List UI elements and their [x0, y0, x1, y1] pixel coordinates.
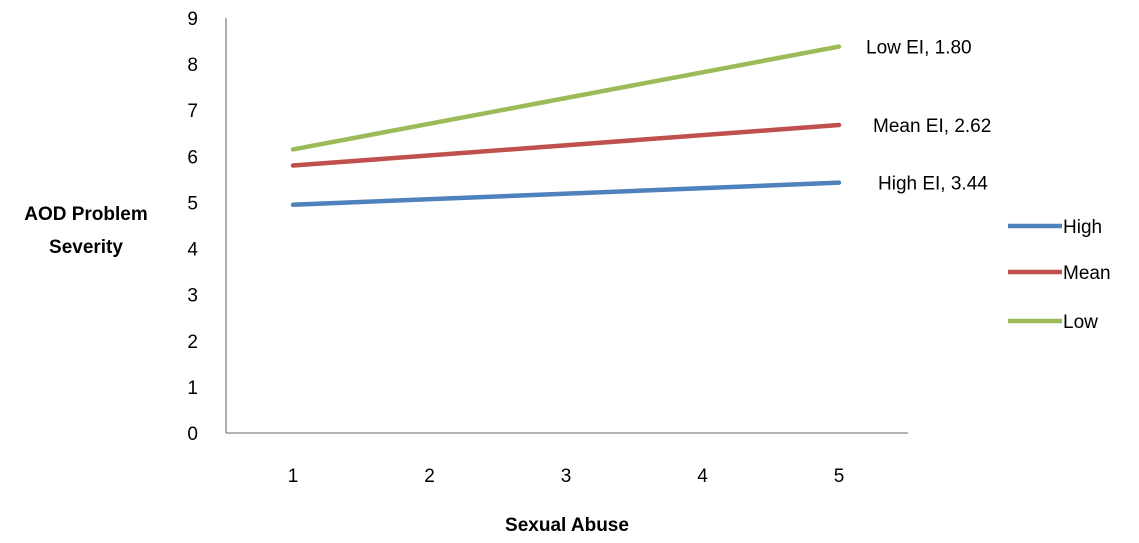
- x-tick-label: 3: [561, 466, 572, 487]
- y-axis-title-line-1: AOD Problem: [24, 204, 148, 225]
- annotation-mean: Mean EI, 2.62: [873, 116, 991, 137]
- series-lines: [290, 44, 842, 207]
- y-axis-title: AOD Problem Severity: [24, 204, 148, 258]
- legend: High Mean Low: [1008, 217, 1111, 333]
- y-tick-label: 0: [187, 424, 198, 445]
- series-line-mean: [290, 122, 842, 168]
- x-tick-label: 4: [697, 466, 708, 487]
- y-tick-labels: 0 1 2 3 4 5 6 7 8 9: [187, 9, 198, 445]
- y-tick-label: 7: [187, 101, 198, 122]
- y-tick-label: 9: [187, 9, 198, 30]
- series-annotations: High EI, 3.44 Mean EI, 2.62 Low EI, 1.80: [866, 38, 991, 195]
- axes: [225, 18, 908, 434]
- annotation-high: High EI, 3.44: [878, 174, 988, 195]
- x-tick-labels: 1 2 3 4 5: [288, 466, 845, 487]
- series-line-high: [290, 180, 842, 207]
- legend-label-low: Low: [1063, 312, 1098, 333]
- y-tick-label: 5: [187, 193, 198, 214]
- y-tick-label: 3: [187, 286, 198, 307]
- y-tick-label: 8: [187, 55, 198, 76]
- x-tick-label: 1: [288, 466, 299, 487]
- x-tick-label: 2: [424, 466, 435, 487]
- x-axis-title: Sexual Abuse: [505, 515, 629, 536]
- y-axis-title-line-2: Severity: [49, 237, 123, 258]
- annotation-low: Low EI, 1.80: [866, 38, 972, 59]
- y-tick-label: 4: [187, 240, 198, 261]
- legend-label-mean: Mean: [1063, 263, 1111, 284]
- y-tick-label: 2: [187, 332, 198, 353]
- x-tick-label: 5: [834, 466, 845, 487]
- y-tick-label: 1: [187, 378, 198, 399]
- series-line-low: [290, 44, 842, 152]
- y-tick-label: 6: [187, 147, 198, 168]
- legend-label-high: High: [1063, 217, 1102, 238]
